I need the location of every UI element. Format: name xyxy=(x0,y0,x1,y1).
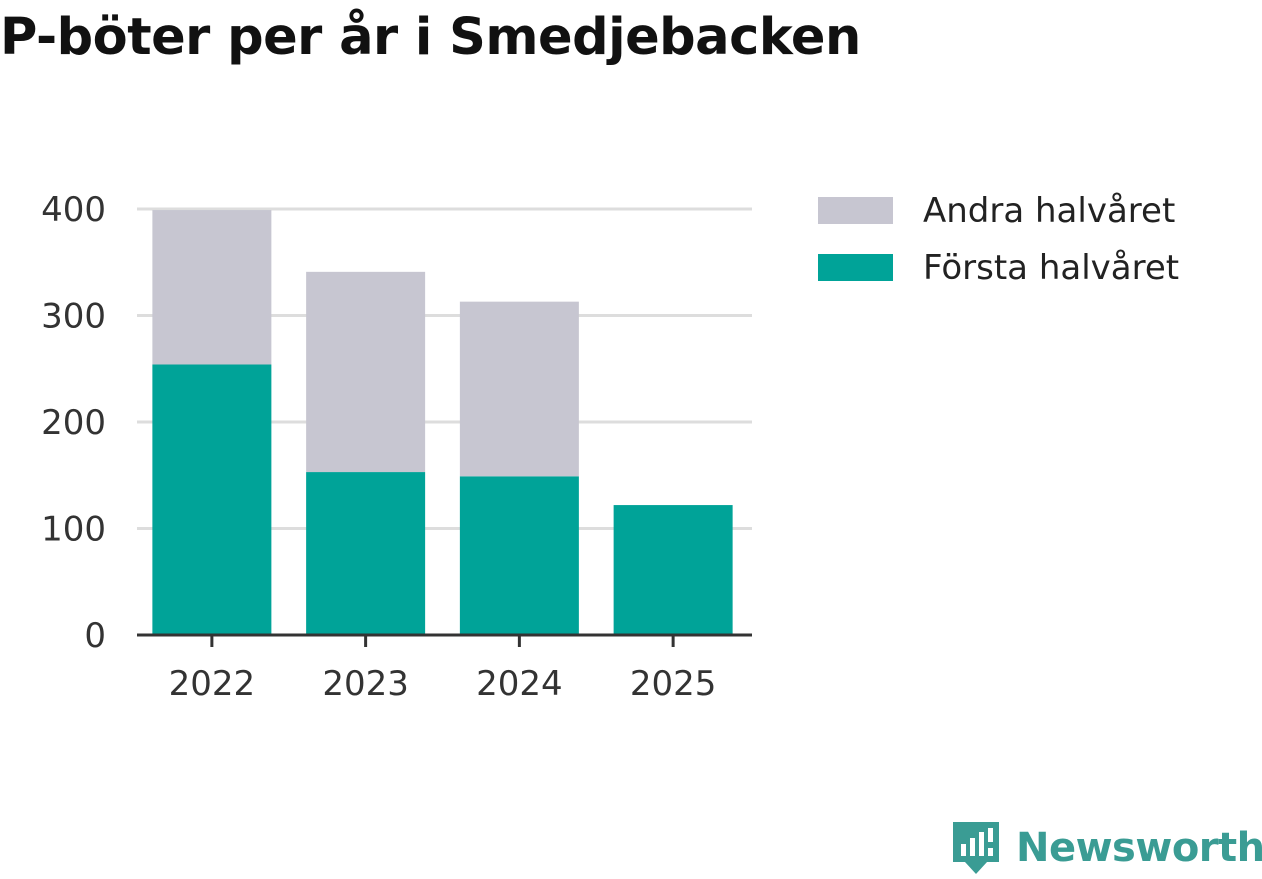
bar-2025-forsta xyxy=(613,505,733,635)
y-tick-label-400: 400 xyxy=(41,190,106,230)
bar-2022-andra xyxy=(152,210,272,365)
legend-swatch-forsta xyxy=(818,254,893,281)
bar-2023-andra xyxy=(306,271,426,473)
chart-title: P-böter per år i Smedjebacken xyxy=(0,8,861,67)
x-tick-label-2024: 2024 xyxy=(476,664,563,704)
legend-item-andra: Andra halvåret xyxy=(818,182,1179,239)
y-tick-label-0: 0 xyxy=(84,616,106,656)
bar-2022-forsta xyxy=(152,364,272,635)
newsworthy-logo-icon xyxy=(953,822,999,874)
legend: Andra halvåret Första halvåret xyxy=(818,182,1179,296)
legend-swatch-andra xyxy=(818,197,893,224)
legend-item-forsta: Första halvåret xyxy=(818,239,1179,296)
newsworthy-brand: Newsworthy xyxy=(950,818,1262,878)
x-tick-label-2025: 2025 xyxy=(630,664,717,704)
legend-label-andra: Andra halvåret xyxy=(923,190,1176,231)
legend-label-forsta: Första halvåret xyxy=(923,247,1180,288)
x-tick-label-2023: 2023 xyxy=(322,664,409,704)
y-tick-label-100: 100 xyxy=(41,510,106,550)
y-tick-label-300: 300 xyxy=(41,297,106,337)
bar-2024-forsta xyxy=(459,476,579,635)
x-tick-label-2022: 2022 xyxy=(169,664,256,704)
bar-2024-andra xyxy=(459,301,579,477)
axes: 0 100 200 300 400 2022 2023 2024 2025 xyxy=(41,190,752,704)
bars xyxy=(152,210,733,635)
y-tick-label-200: 200 xyxy=(41,403,106,443)
bar-chart: 0 100 200 300 400 2022 2023 2024 2025 xyxy=(41,190,752,704)
bar-2023-forsta xyxy=(306,472,426,635)
brand-name: Newsworthy xyxy=(1016,825,1262,871)
